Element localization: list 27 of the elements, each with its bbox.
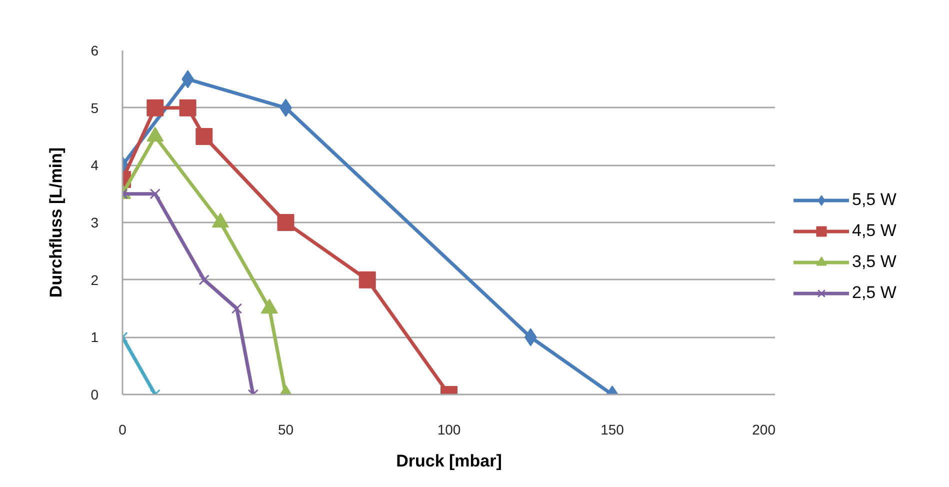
y-tick-label: 0 — [90, 386, 99, 402]
point — [231, 303, 242, 314]
x-axis-title: Druck [mbar] — [396, 452, 502, 470]
point — [150, 188, 160, 200]
y-tick-label: 1 — [90, 329, 99, 346]
x-tick-label: 50 — [278, 422, 294, 438]
legend-label: 2,5 W — [852, 282, 896, 304]
y-tick-label: 4 — [90, 157, 99, 174]
x-tick-label: 0 — [118, 422, 127, 438]
legend-label: 3,5 W — [852, 251, 896, 273]
legend-label: 4,5 W — [852, 220, 896, 242]
x-tick-label: 100 — [437, 422, 461, 438]
point — [146, 99, 164, 116]
y-tick-label: 3 — [90, 214, 99, 230]
point — [179, 99, 196, 116]
y-tick-label: 2 — [90, 272, 99, 288]
x-tick-label: 150 — [600, 422, 624, 438]
point — [198, 274, 210, 286]
x-tick-label: 200 — [752, 422, 776, 438]
point — [358, 271, 376, 288]
y-axis-title: Durchfluss [L/min] — [46, 147, 66, 298]
legend-label: 5,5 W — [852, 189, 896, 211]
point — [196, 128, 213, 145]
y-tick-label: 5 — [90, 100, 99, 116]
y-tick-label: 6 — [90, 42, 99, 58]
point — [277, 214, 294, 231]
point — [260, 298, 278, 314]
